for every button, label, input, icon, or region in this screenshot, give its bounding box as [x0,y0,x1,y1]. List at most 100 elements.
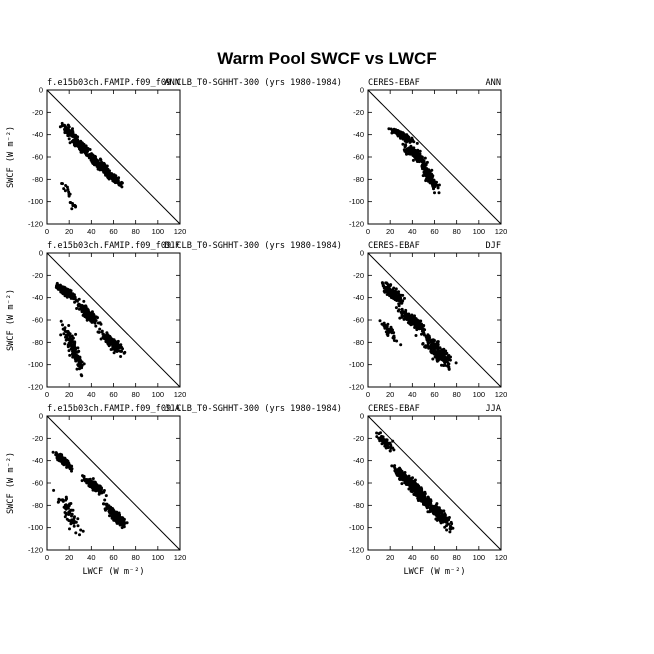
panel-right-label: ANN [164,78,180,88]
data-point [429,499,433,503]
y-tick-label: 0 [39,249,43,258]
x-tick-label: 20 [65,390,73,399]
data-point [421,174,425,178]
y-tick-label: -60 [32,153,43,162]
x-tick-label: 80 [131,227,139,236]
y-tick-label: -40 [353,456,364,465]
data-point [424,345,428,349]
data-point [394,306,398,310]
data-point [429,176,433,180]
data-point [399,301,402,305]
scatter-points [387,127,441,195]
x-tick-label: 100 [473,390,486,399]
x-tick-label: 80 [452,227,460,236]
data-point [125,521,129,525]
data-point [73,300,77,304]
data-point [426,333,430,337]
data-point [57,458,61,461]
data-point [415,491,419,494]
data-point [97,164,101,168]
data-point [431,182,434,186]
x-tick-label: 40 [87,553,95,562]
y-tick-label: -100 [28,523,43,532]
y-tick-label: -100 [28,360,43,369]
data-point [93,319,97,323]
data-point [390,464,394,468]
data-point [403,148,407,152]
data-point [81,474,84,478]
data-point [419,486,423,490]
data-point [391,293,395,297]
y-tick-label: -120 [349,220,364,229]
data-point [414,320,418,324]
data-point [73,520,77,524]
data-point [69,522,73,526]
data-point [446,354,450,358]
data-point [108,336,112,340]
data-point [60,124,64,128]
x-tick-label: 20 [65,227,73,236]
y-tick-label: -120 [349,546,364,555]
data-point [70,514,73,518]
data-point [375,431,379,435]
data-point [68,527,71,531]
data-point [88,479,92,483]
x-tick-label: 80 [452,553,460,562]
data-point [398,316,402,320]
data-point [437,506,441,510]
data-point [435,180,438,184]
data-point [432,180,436,184]
data-point [399,135,402,139]
x-tick-label: 60 [109,227,117,236]
data-point [100,329,104,333]
x-tick-label: 20 [386,390,394,399]
y-tick-label: -40 [353,130,364,139]
data-point [384,281,388,285]
data-point [84,148,88,152]
data-point [389,283,393,287]
x-tick-label: 80 [131,390,139,399]
data-point [71,346,75,350]
data-point [98,491,102,495]
data-point [115,350,119,353]
data-point [413,493,416,497]
data-point [70,207,74,211]
data-point [67,324,71,327]
data-point [77,357,81,361]
data-point [75,353,78,357]
data-point [396,134,400,138]
data-point [423,164,427,168]
data-point [434,505,438,509]
data-point [414,486,418,490]
data-point [75,138,79,142]
y-tick-label: -20 [32,108,43,117]
data-point [122,351,126,355]
data-point [437,191,441,195]
x-tick-label: 60 [430,227,438,236]
data-point [64,495,68,499]
data-point [99,487,103,491]
x-tick-label: 40 [87,227,95,236]
data-point [401,142,405,146]
data-point [62,187,66,191]
y-tick-label: 0 [360,249,364,258]
x-tick-label: 0 [45,227,49,236]
panel-4: 0 20 40 60 80 100 120 0 -20 -40 -60 -80 -100 -120 f.e1… [6,404,342,577]
scatter-points [51,450,129,537]
data-point [451,526,455,530]
data-point [103,498,107,502]
data-point [429,340,433,344]
data-point [423,333,426,337]
data-point [388,330,391,334]
data-point [391,439,395,443]
data-point [419,327,422,330]
data-point [112,518,116,522]
data-point [82,142,86,146]
data-point [394,131,398,135]
data-point [392,286,396,290]
data-point [388,449,392,453]
y-tick-label: -120 [28,383,43,392]
data-point [92,480,96,484]
data-point [435,359,439,363]
data-point [427,341,431,345]
